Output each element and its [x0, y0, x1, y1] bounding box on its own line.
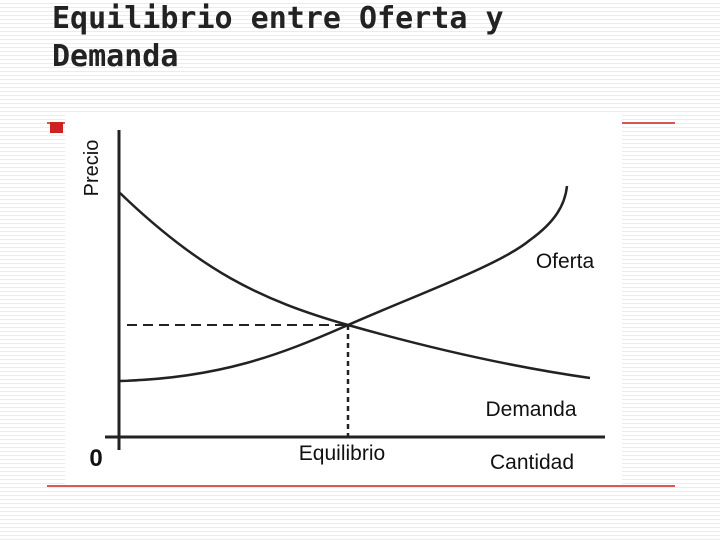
origin-label: 0: [89, 445, 102, 472]
image-area: [65, 115, 622, 485]
supply-label: Oferta: [536, 250, 595, 273]
demand-label: Demanda: [485, 398, 576, 421]
equilibrium-label: Equilibrio: [299, 442, 385, 465]
x-axis-label: Cantidad: [490, 451, 574, 474]
slide-title: Equilibrio entre Oferta y Demanda: [52, 1, 504, 74]
supply-curve: [119, 185, 569, 383]
bullet: [50, 122, 63, 133]
y-axis-label: Precio: [81, 140, 103, 197]
